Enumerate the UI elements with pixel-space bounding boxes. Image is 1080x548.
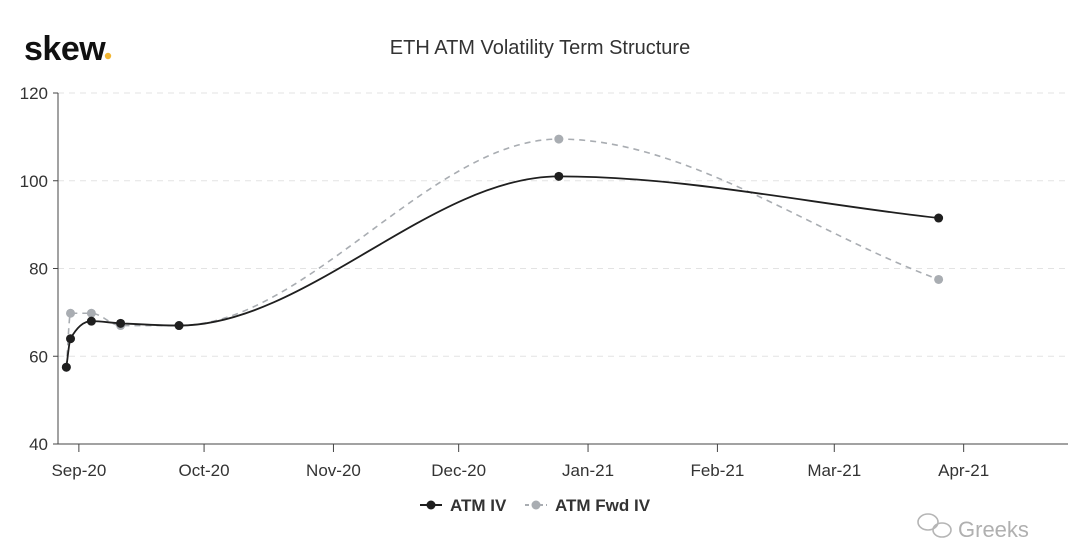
x-tick-label: Jan-21 bbox=[562, 461, 614, 480]
x-tick-label: Feb-21 bbox=[690, 461, 744, 480]
logo-text: skew bbox=[24, 30, 106, 68]
data-point-atm-fwd-iv bbox=[86, 308, 96, 318]
x-tick-label: Oct-20 bbox=[179, 461, 230, 480]
watermark-text: Greeks bbox=[958, 517, 1029, 542]
data-point-atm-iv bbox=[86, 316, 96, 326]
brand-logo: skew bbox=[24, 30, 112, 68]
data-point-atm-fwd-iv bbox=[66, 308, 76, 318]
legend-label: ATM IV bbox=[450, 496, 507, 515]
legend-swatch-marker bbox=[426, 500, 436, 510]
logo-dot bbox=[104, 52, 112, 60]
x-tick-label: Mar-21 bbox=[807, 461, 861, 480]
data-point-atm-iv bbox=[61, 362, 71, 372]
y-tick-label: 80 bbox=[29, 260, 48, 279]
watermark: Greeks bbox=[917, 513, 1029, 542]
legend-label: ATM Fwd IV bbox=[555, 496, 651, 515]
series-layer bbox=[61, 134, 944, 372]
axis-layer: 40 60 80 100 120 Sep-20 Oct-20 Nov-20 Dec-20 Jan-… bbox=[20, 84, 1068, 480]
data-point-atm-iv bbox=[116, 318, 126, 328]
legend-item-atm-iv[interactable]: ATM IV bbox=[420, 496, 507, 515]
series-line-atm-iv bbox=[65, 175, 939, 368]
data-point-atm-fwd-iv bbox=[554, 134, 564, 144]
data-point-atm-iv bbox=[66, 334, 76, 344]
y-tick-label: 40 bbox=[29, 435, 48, 454]
legend-swatch-marker bbox=[531, 500, 541, 510]
data-point-atm-iv bbox=[934, 213, 944, 223]
legend[interactable]: ATM IV ATM Fwd IV bbox=[420, 496, 651, 515]
data-point-atm-fwd-iv bbox=[934, 274, 944, 284]
series-line-atm-fwd-iv bbox=[65, 138, 939, 368]
y-tick-label: 100 bbox=[20, 172, 48, 191]
legend-item-atm-fwd-iv[interactable]: ATM Fwd IV bbox=[525, 496, 651, 515]
data-point-atm-iv bbox=[174, 321, 184, 331]
x-tick-label: Nov-20 bbox=[306, 461, 361, 480]
y-tick-label: 120 bbox=[20, 84, 48, 103]
x-tick-label: Dec-20 bbox=[431, 461, 486, 480]
grid-layer bbox=[58, 92, 1068, 357]
wechat-icon bbox=[917, 513, 952, 538]
x-tick-label: Sep-20 bbox=[51, 461, 106, 480]
chart-title: ETH ATM Volatility Term Structure bbox=[390, 37, 690, 59]
data-point-atm-iv bbox=[554, 171, 564, 181]
x-tick-label: Apr-21 bbox=[938, 461, 989, 480]
y-tick-label: 60 bbox=[29, 347, 48, 366]
